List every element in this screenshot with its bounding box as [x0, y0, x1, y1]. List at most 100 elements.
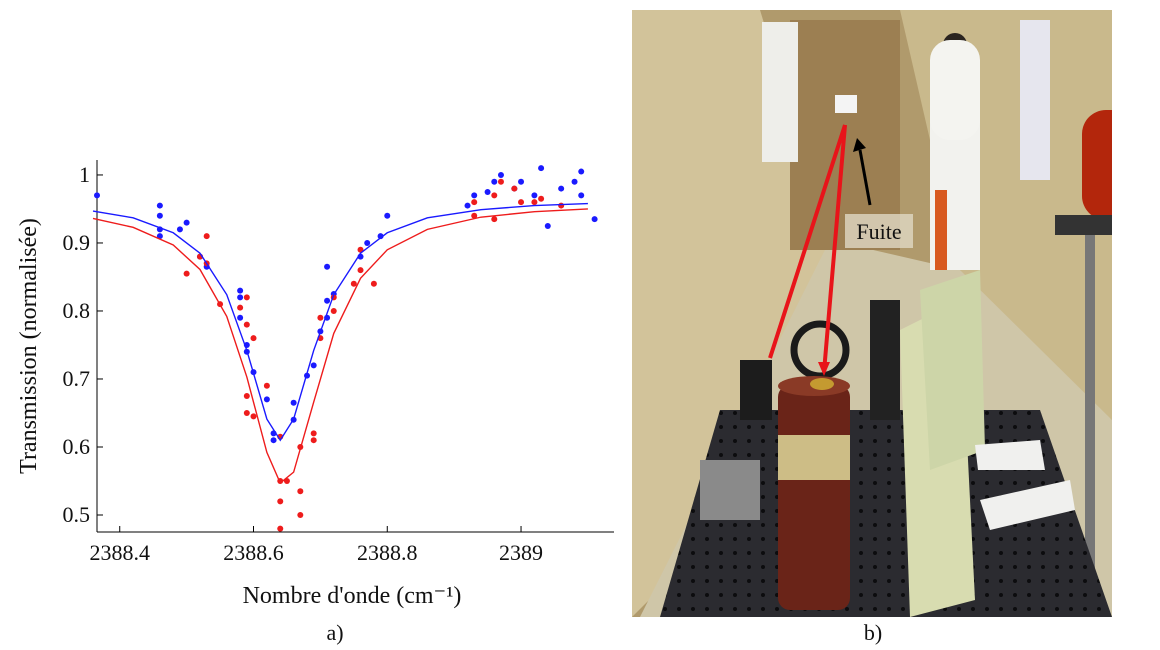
- target: [835, 95, 857, 113]
- data-point: [471, 212, 478, 219]
- data-point: [243, 392, 250, 399]
- data-point: [491, 178, 498, 185]
- data-point: [183, 219, 190, 226]
- data-point: [558, 202, 565, 209]
- foam: [920, 270, 985, 470]
- laser-path: [822, 124, 847, 373]
- data-point: [263, 382, 270, 389]
- data-point: [324, 263, 331, 270]
- data-point: [324, 297, 331, 304]
- data-point: [330, 307, 337, 314]
- data-point: [310, 430, 317, 437]
- box: [700, 460, 760, 520]
- data-point: [317, 314, 324, 321]
- data-point: [290, 399, 297, 406]
- data-point: [384, 212, 391, 219]
- y-tick-label: 0.6: [63, 434, 91, 459]
- paper: [975, 440, 1045, 470]
- annotation: Fuite: [856, 219, 901, 244]
- y-tick-label: 0.7: [63, 366, 91, 391]
- poster: [762, 22, 798, 162]
- fit-line: [92, 202, 588, 442]
- x-axis-label: Nombre d'onde (cm⁻¹): [243, 583, 462, 609]
- person-coat: [930, 40, 980, 140]
- data-point: [237, 304, 244, 311]
- beacon-base: [1055, 215, 1112, 235]
- data-point: [471, 192, 478, 199]
- arrow-head: [818, 362, 830, 376]
- data-point: [297, 488, 304, 495]
- data-point: [183, 270, 190, 277]
- data-point: [571, 178, 578, 185]
- data-point: [464, 202, 471, 209]
- x-tick-label: 2388.4: [89, 540, 150, 565]
- data-point: [263, 396, 270, 403]
- gas-bottle: [935, 190, 947, 270]
- data-point: [511, 185, 518, 192]
- data-point: [250, 413, 257, 420]
- mount: [870, 300, 900, 420]
- data-point: [243, 294, 250, 301]
- data-point: [364, 239, 371, 246]
- data-point: [377, 233, 384, 240]
- data-point: [156, 202, 163, 209]
- data-point: [277, 525, 284, 532]
- data-point: [491, 192, 498, 199]
- data-point: [176, 226, 183, 233]
- data-point: [518, 199, 525, 206]
- data-point: [237, 314, 244, 321]
- data-point: [484, 188, 491, 195]
- data-point: [591, 216, 598, 223]
- x-tick-label: 2388.6: [223, 540, 284, 565]
- x-tick-label: 2389: [499, 540, 543, 565]
- data-point: [156, 212, 163, 219]
- data-point: [578, 168, 585, 175]
- data-point: [471, 199, 478, 206]
- data-point: [270, 437, 277, 444]
- data-point: [357, 267, 364, 274]
- panel-label: a): [326, 620, 343, 645]
- data-point: [531, 199, 538, 206]
- data-point: [578, 192, 585, 199]
- data-point: [538, 165, 545, 172]
- data-point: [370, 280, 377, 287]
- data-point: [94, 192, 100, 199]
- beacon: [1082, 110, 1112, 220]
- y-tick-label: 0.8: [63, 298, 91, 323]
- data-point: [497, 171, 504, 178]
- data-point: [544, 222, 551, 229]
- lens-mount: [790, 320, 850, 380]
- data-point: [243, 409, 250, 416]
- stand: [1085, 235, 1095, 617]
- panel-label: b): [864, 620, 882, 645]
- y-tick-label: 1: [79, 162, 90, 187]
- data-point: [237, 294, 244, 301]
- cell-cap: [810, 378, 834, 390]
- fit-line: [92, 208, 588, 485]
- mirror-mount: [740, 360, 772, 420]
- photo: Fuite: [632, 10, 1112, 617]
- data-point: [497, 178, 504, 185]
- paper: [980, 480, 1075, 530]
- data-point: [156, 233, 163, 240]
- leak-arrow-head: [853, 138, 866, 152]
- data-point: [518, 178, 525, 185]
- y-tick-label: 0.9: [63, 230, 91, 255]
- data-point: [558, 185, 565, 192]
- laser-path: [768, 124, 847, 359]
- data-point: [250, 335, 257, 342]
- data-point: [350, 280, 357, 287]
- y-axis-label: Transmission (normalisée): [16, 218, 42, 474]
- label-box: [845, 214, 913, 248]
- data-point: [491, 216, 498, 223]
- poster: [1020, 20, 1050, 180]
- data-point: [538, 195, 545, 202]
- tape: [778, 435, 850, 480]
- x-tick-label: 2388.8: [357, 540, 418, 565]
- data-point: [310, 362, 317, 369]
- leak-arrow: [858, 149, 872, 206]
- data-point: [531, 192, 538, 199]
- cell: [778, 385, 850, 610]
- data-point: [237, 287, 244, 294]
